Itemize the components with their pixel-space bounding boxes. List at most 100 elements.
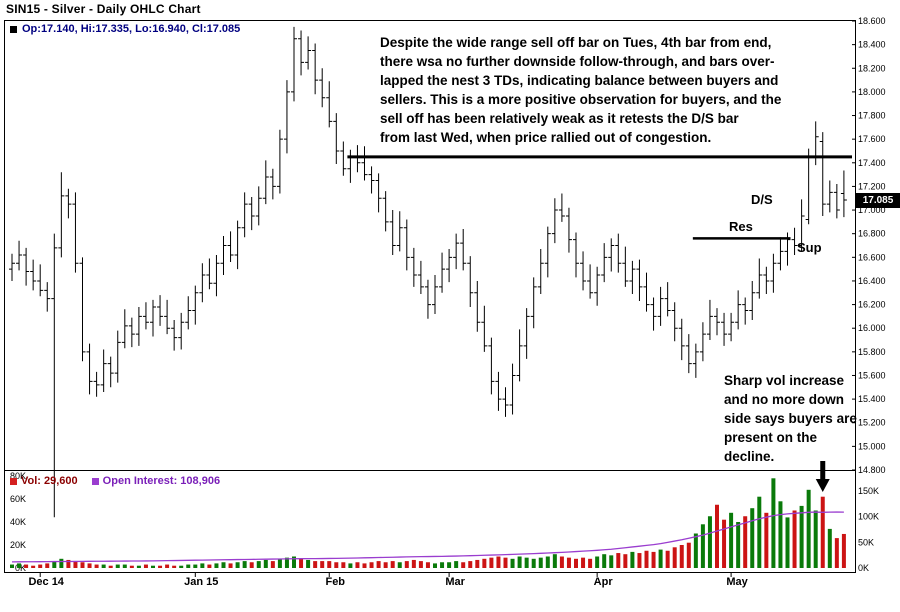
ohlc-bar <box>100 349 107 393</box>
volume-bar <box>700 524 705 568</box>
analysis-note-line: there wsa no further downside follow-thr… <box>380 54 775 69</box>
ohlc-bar <box>178 312 185 350</box>
volume-bar <box>108 565 113 568</box>
ohlc-bar <box>671 302 678 342</box>
volume-bar <box>785 517 790 568</box>
volume-bar <box>80 562 85 568</box>
ohlc-bar <box>368 166 375 194</box>
ohlc-bar <box>699 322 706 362</box>
volume-bar <box>341 562 346 568</box>
volume-bar <box>764 512 769 568</box>
volume-bar <box>369 562 374 568</box>
ohlc-bar <box>58 172 65 258</box>
ohlc-bar <box>298 30 305 76</box>
volume-bar <box>263 559 268 568</box>
volume-legend-marker-icon <box>10 477 17 485</box>
volume-bar <box>581 557 586 568</box>
volume-bar <box>503 557 508 568</box>
ohlc-bar <box>777 237 784 271</box>
ohlc-bar <box>502 387 509 417</box>
month-label: Mar <box>445 576 465 588</box>
volume-bar <box>143 564 148 568</box>
ohlc-bar <box>65 188 72 219</box>
ohlc-bar <box>417 260 424 294</box>
ohlc-bar <box>608 238 615 272</box>
ohlc-bar <box>615 233 622 273</box>
volume-bar <box>722 519 727 568</box>
ohlc-bar <box>16 240 23 271</box>
volume-bar <box>73 561 78 568</box>
ohlc-bar <box>30 259 37 291</box>
volume-bar <box>136 565 141 568</box>
volume-bar <box>757 496 762 568</box>
ohlc-bar <box>227 231 234 263</box>
oi-axis-tick-label: 0K <box>858 563 869 573</box>
volume-bar <box>658 549 663 568</box>
ohlc-bar <box>601 243 608 283</box>
volume-bar <box>813 510 818 568</box>
ohlc-bar <box>763 266 770 294</box>
oi-legend-item: Open Interest: 108,906 <box>91 475 220 487</box>
ohlc-bar <box>142 302 149 330</box>
ohlc-bar <box>523 308 530 359</box>
volume-bar <box>616 553 621 568</box>
ohlc-bar <box>157 295 164 326</box>
ohlc-bar <box>234 220 241 270</box>
volume-bar <box>496 556 501 568</box>
price-axis-tick-label: 16.000 <box>858 323 886 333</box>
ohlc-bar <box>135 306 142 346</box>
volume-bar <box>820 496 825 568</box>
volume-bar <box>566 557 571 568</box>
price-axis-tick-label: 16.800 <box>858 229 886 239</box>
volume-bar <box>228 563 233 568</box>
volume-bar <box>348 563 353 568</box>
ohlc-bar <box>128 317 135 348</box>
volume-bar <box>270 561 275 568</box>
price-axis-tick-label: 18.600 <box>858 16 886 26</box>
ohlc-bar <box>439 252 446 293</box>
ohlc-bar <box>319 68 326 108</box>
price-axis-tick-label: 17.600 <box>858 134 886 144</box>
volume-bar <box>277 558 282 568</box>
ohlc-bar <box>347 149 354 183</box>
ohlc-bar <box>657 286 664 326</box>
ohlc-bar <box>798 199 805 252</box>
volume-bar <box>306 559 311 568</box>
ds-label: D/S <box>751 192 773 207</box>
ohlc-bar <box>114 330 121 383</box>
price-axis-tick-label: 14.800 <box>858 465 886 475</box>
ohlc-bar <box>706 299 713 341</box>
volume-bar <box>552 554 557 568</box>
ohlc-bar <box>326 81 333 128</box>
ohlc-bar <box>650 297 657 331</box>
ohlc-bar <box>213 254 220 297</box>
ohlc-bar <box>375 173 382 213</box>
volume-bar <box>362 563 367 568</box>
volume-bar <box>299 558 304 568</box>
ohlc-bar <box>537 249 544 294</box>
volume-bar <box>193 564 198 568</box>
ohlc-bar <box>685 334 692 374</box>
ohlc-bar <box>495 371 502 411</box>
ohlc-bar <box>164 299 171 335</box>
ohlc-bar <box>714 308 720 336</box>
volume-bar <box>637 553 642 568</box>
price-axis-tick-label: 18.200 <box>858 63 886 73</box>
ohlc-bar <box>742 297 749 325</box>
ohlc-bar <box>664 282 671 317</box>
volume-bar <box>383 562 388 568</box>
volume-bar <box>17 563 22 568</box>
ohlc-bar <box>580 251 587 291</box>
analysis-note-line: lapped the nest 3 TDs, indicating balanc… <box>380 73 779 88</box>
ohlc-bar <box>756 258 763 299</box>
volume-bar <box>418 561 423 568</box>
volume-bar <box>411 559 416 568</box>
ohlc-legend-text: Op:17.140, Hi:17.335, Lo:16.940, Cl:17.0… <box>22 23 241 35</box>
month-label: Feb <box>325 576 345 588</box>
ohlc-bar <box>530 277 537 329</box>
ohlc-bar <box>283 80 290 154</box>
ohlc-bar <box>678 318 685 361</box>
open-interest-line <box>11 511 844 563</box>
ohlc-bar <box>565 207 572 253</box>
